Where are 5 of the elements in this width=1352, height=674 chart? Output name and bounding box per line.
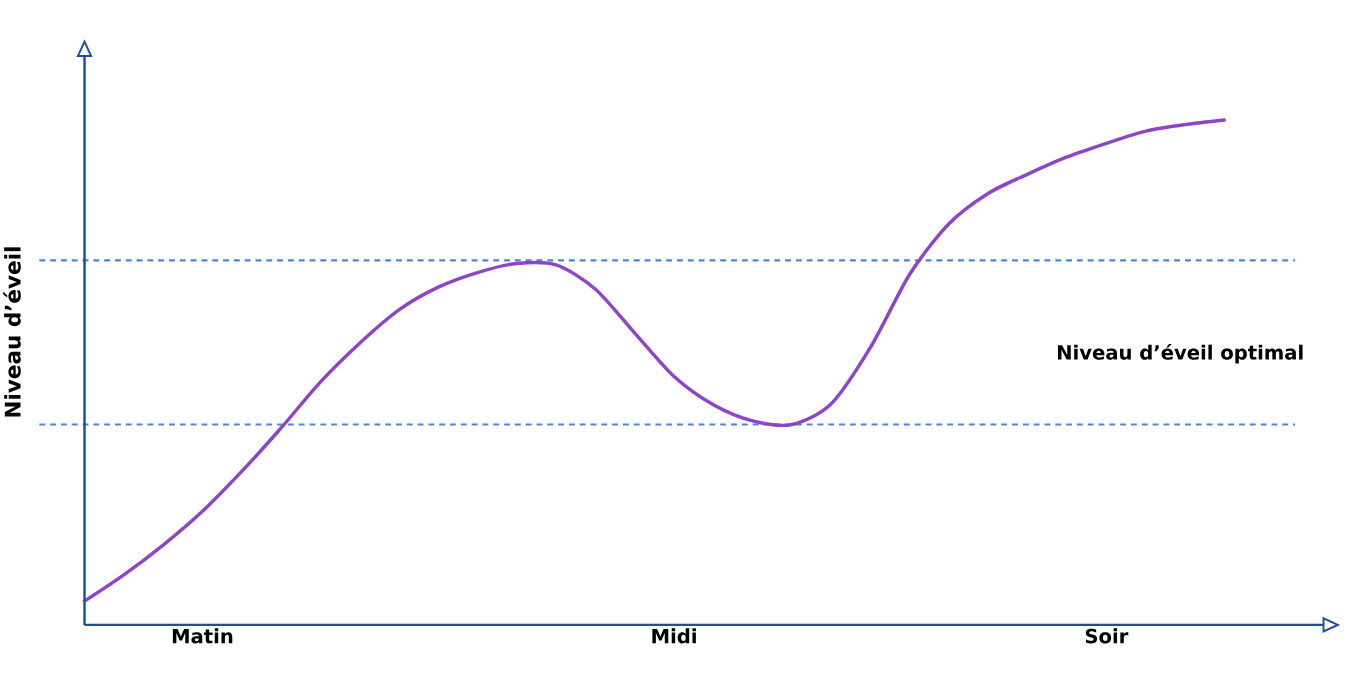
x-tick-label: Soir — [1085, 628, 1129, 644]
y-axis-title: Niveau d’éveil — [3, 247, 21, 417]
x-tick-label: Matin — [172, 628, 233, 644]
x-tick-label: Midi — [652, 628, 696, 644]
annotation: Niveau d’éveil optimal — [1057, 343, 1303, 364]
